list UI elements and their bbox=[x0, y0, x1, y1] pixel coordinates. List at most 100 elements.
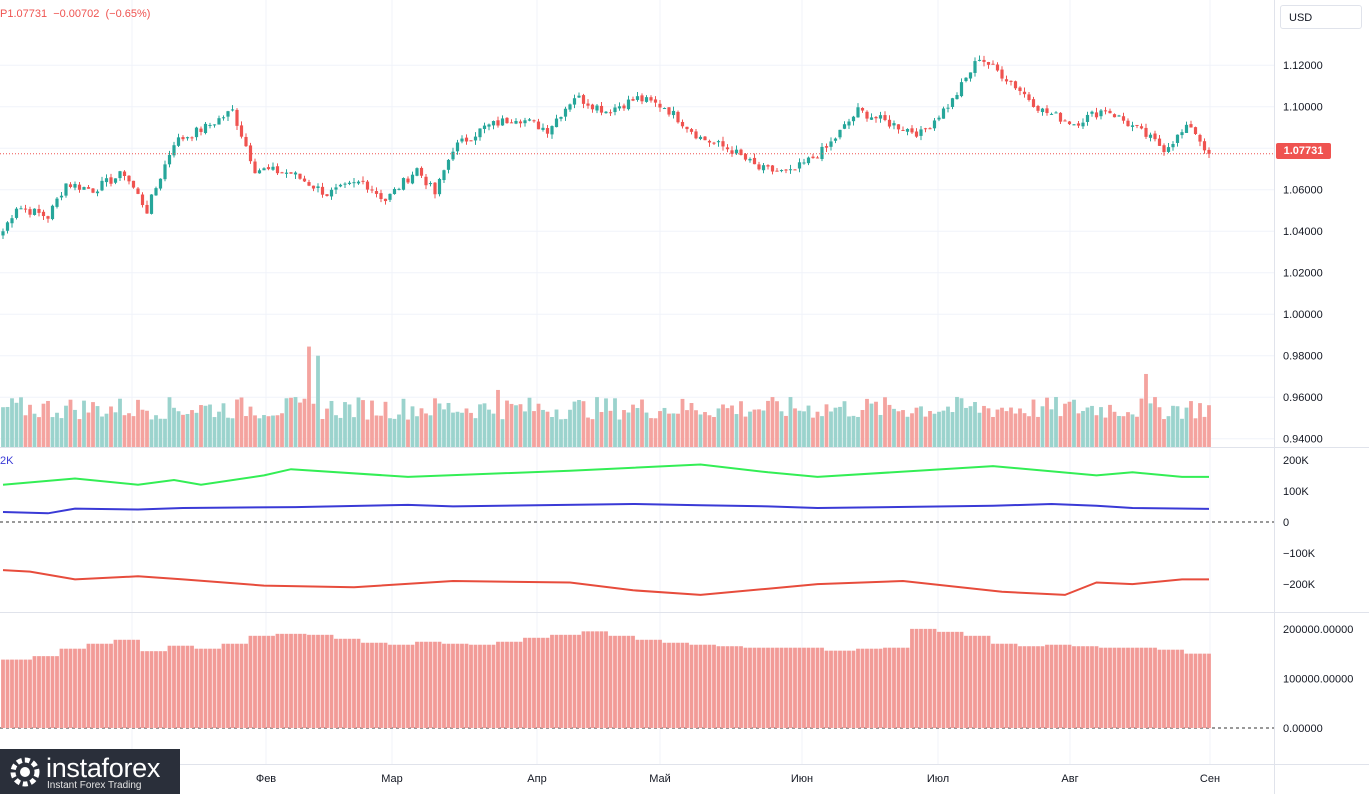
candle-body bbox=[392, 188, 397, 195]
candle bbox=[617, 102, 622, 111]
volume-bar bbox=[676, 413, 680, 447]
oi-bar bbox=[37, 656, 41, 728]
volume-bar bbox=[514, 405, 518, 447]
candle-body bbox=[680, 121, 685, 127]
volume-bar bbox=[482, 403, 487, 447]
candle-body bbox=[406, 178, 410, 183]
currency-button[interactable]: USD bbox=[1280, 5, 1362, 29]
candle-body bbox=[964, 77, 968, 82]
candle-body bbox=[64, 183, 68, 196]
volume-bar bbox=[964, 407, 968, 447]
oi-bar bbox=[14, 659, 19, 728]
volume-bar bbox=[244, 416, 248, 447]
candle bbox=[910, 125, 914, 135]
candle bbox=[1063, 119, 1067, 122]
candle bbox=[653, 96, 658, 107]
oi-bar bbox=[55, 656, 59, 728]
oi-bar bbox=[181, 645, 185, 728]
candle-body bbox=[1063, 120, 1067, 122]
candle-body bbox=[59, 195, 64, 198]
oi-bar bbox=[860, 648, 865, 728]
oi-bar bbox=[658, 639, 662, 728]
oi-bar bbox=[1153, 647, 1157, 728]
volume-bar bbox=[487, 409, 491, 447]
oi-bar bbox=[379, 642, 383, 728]
oi-bar bbox=[1162, 649, 1166, 728]
candle-body bbox=[73, 183, 77, 188]
volume-bar bbox=[896, 411, 901, 447]
volume-bar bbox=[748, 411, 752, 447]
volume-bar bbox=[307, 346, 311, 447]
candle bbox=[68, 182, 73, 189]
oi-bar bbox=[73, 648, 77, 728]
volume-bar bbox=[968, 406, 973, 447]
candle bbox=[64, 183, 68, 198]
oi-bar bbox=[212, 648, 217, 728]
oi-bar bbox=[730, 646, 734, 728]
candle bbox=[1153, 130, 1157, 142]
candle bbox=[1040, 107, 1045, 116]
volume-bar bbox=[257, 418, 262, 447]
candle-body bbox=[230, 109, 235, 111]
candle-body bbox=[739, 149, 743, 155]
candle bbox=[856, 103, 860, 118]
oi-bar bbox=[82, 648, 86, 728]
oi-bar bbox=[968, 635, 973, 728]
candle-body bbox=[973, 61, 977, 73]
oi-bar bbox=[923, 628, 928, 728]
oi-bar bbox=[95, 643, 100, 728]
cot-axis: 200K 100K 0 −100K −200K bbox=[1283, 455, 1316, 591]
oi-bar bbox=[136, 639, 140, 728]
volume-bar bbox=[680, 398, 685, 447]
oi-bar bbox=[442, 643, 446, 728]
month-label: Фев bbox=[256, 773, 276, 785]
candle bbox=[131, 180, 136, 189]
candle-body bbox=[424, 176, 428, 186]
oi-bar bbox=[1081, 646, 1085, 728]
candle-body bbox=[896, 124, 901, 130]
candle-body bbox=[235, 109, 239, 126]
volume-bar bbox=[464, 408, 469, 447]
candle bbox=[365, 180, 370, 193]
volume-bar bbox=[491, 413, 496, 447]
candle bbox=[487, 123, 491, 131]
candle-body bbox=[878, 115, 883, 119]
candle-body bbox=[653, 99, 658, 103]
volume-bar bbox=[1063, 403, 1067, 447]
candle bbox=[284, 169, 289, 178]
volume-bar bbox=[878, 414, 883, 447]
volume-bar bbox=[617, 419, 622, 447]
candle bbox=[104, 174, 109, 187]
candle-body bbox=[856, 107, 860, 118]
oi-bar bbox=[428, 641, 433, 728]
oi-bar bbox=[1022, 646, 1027, 728]
candle bbox=[478, 128, 482, 141]
oi-bar bbox=[802, 647, 806, 728]
oi-bar bbox=[559, 634, 563, 728]
candle bbox=[568, 103, 572, 112]
oi-bar bbox=[437, 641, 442, 728]
candle-body bbox=[743, 154, 748, 160]
candle bbox=[203, 122, 208, 135]
candle bbox=[1018, 86, 1022, 96]
candle-body bbox=[820, 146, 824, 159]
candle bbox=[712, 141, 716, 145]
oi-bar bbox=[572, 634, 577, 728]
candle-body bbox=[149, 194, 154, 214]
candle bbox=[136, 187, 140, 195]
candle-body bbox=[469, 140, 473, 142]
volume-bar bbox=[1130, 414, 1135, 447]
candle-body bbox=[302, 178, 307, 182]
candle-body bbox=[955, 95, 959, 100]
volume-bar bbox=[721, 404, 725, 447]
volume-bar bbox=[1184, 407, 1189, 447]
candle bbox=[482, 122, 487, 134]
candle bbox=[460, 135, 464, 144]
volume-bar bbox=[788, 397, 793, 447]
volume-bar bbox=[923, 416, 928, 447]
oi-bar bbox=[316, 634, 320, 728]
candle-body bbox=[199, 128, 203, 132]
volume-bar bbox=[1171, 405, 1175, 447]
volume-bar bbox=[370, 400, 374, 447]
